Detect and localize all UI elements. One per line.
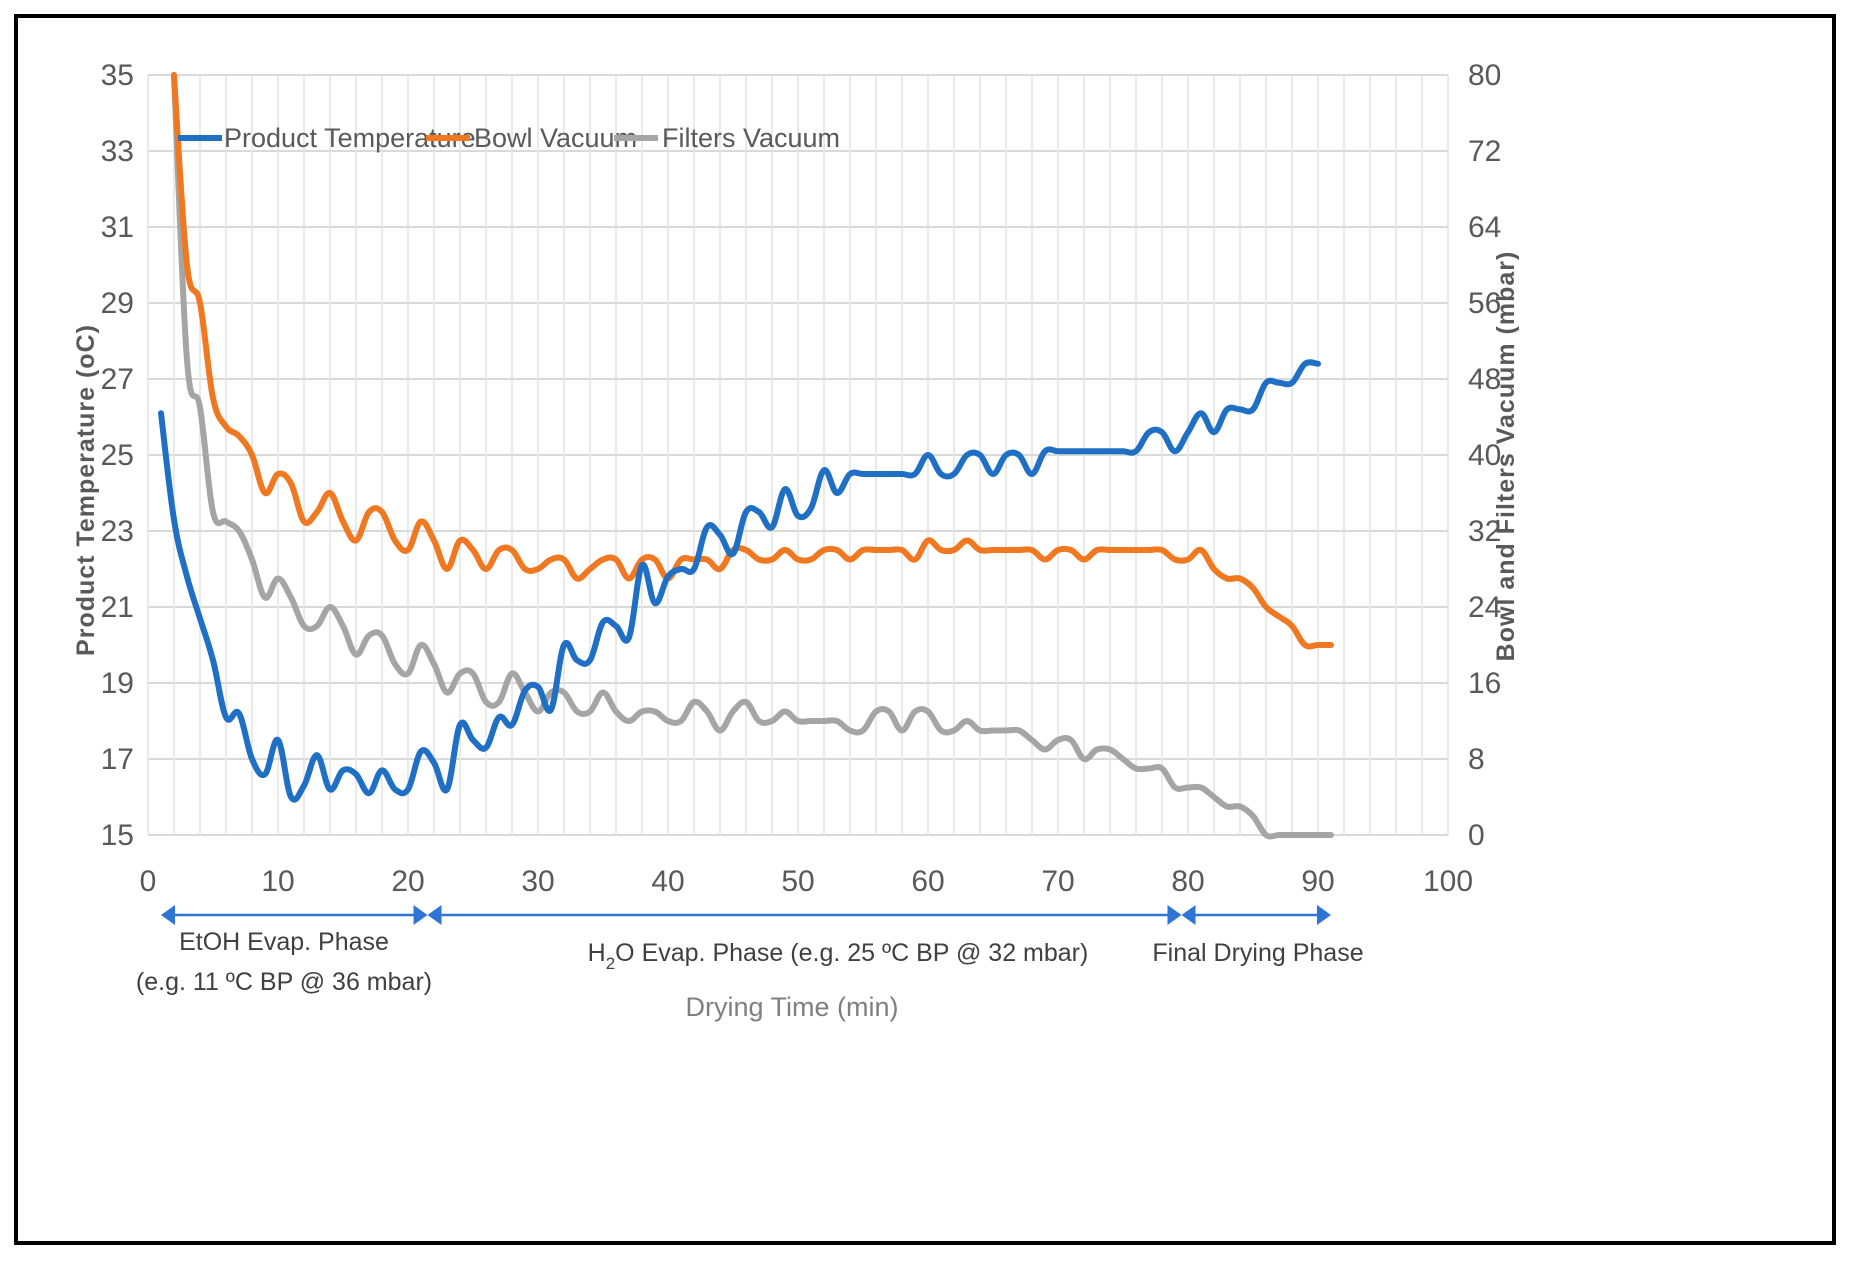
x-tick-label: 50	[781, 865, 814, 898]
y2-tick-label: 72	[1468, 135, 1501, 168]
y-tick-label: 21	[101, 591, 134, 624]
phase-arrowhead-left	[1181, 905, 1196, 925]
gridlines	[147, 74, 1449, 836]
y-tick-label: 27	[101, 363, 134, 396]
x-tick-label: 0	[140, 865, 157, 898]
legend-label-filters-vacuum: Filters Vacuum	[662, 123, 840, 153]
y-tick-label: 19	[101, 667, 134, 700]
series-line-filters-vacuum	[171, 72, 1334, 840]
y-tick-label: 17	[101, 743, 134, 776]
x-tick-label: 60	[911, 865, 944, 898]
y2-tick-label: 16	[1468, 667, 1501, 700]
x-tick-label: 80	[1171, 865, 1204, 898]
y2-tick-label: 48	[1468, 363, 1501, 396]
x-tick-label: 10	[261, 865, 294, 898]
y2-axis-title: Bowl and Filters Vacuum (mbar)	[1492, 251, 1520, 662]
y2-tick-label: 56	[1468, 287, 1501, 320]
y2-tick-label: 8	[1468, 743, 1485, 776]
phase-arrowhead-right	[1167, 905, 1182, 925]
series-line-bowl-vacuum	[171, 72, 1334, 650]
y2-tick-label: 80	[1468, 59, 1501, 92]
phase-h2o-label-h: H	[588, 939, 606, 967]
axes: Product Temperature (oC) Bowl and Filter…	[72, 59, 1520, 1022]
y-axis-title: Product Temperature (oC)	[72, 324, 100, 656]
phase-arrowhead-left	[427, 905, 442, 925]
y-tick-label: 33	[101, 135, 134, 168]
phase-arrowhead-right	[413, 905, 428, 925]
x-tick-label: 70	[1041, 865, 1074, 898]
phase-arrowhead-left	[161, 905, 175, 925]
phase-etoh-label-1: EtOH Evap. Phase	[179, 928, 389, 956]
phase-final-label: Final Drying Phase	[1152, 939, 1363, 967]
phase-annotations: EtOH Evap. Phase (e.g. 11 ºC BP @ 36 mba…	[136, 905, 1364, 996]
x-tick-label: 90	[1301, 865, 1334, 898]
series-line-product-temperature	[158, 359, 1321, 803]
legend: Product Temperature Bowl Vacuum Filters …	[178, 123, 840, 153]
x-tick-label: 100	[1423, 865, 1473, 898]
x-axis-title: Drying Time (min)	[685, 992, 898, 1022]
chart: Product Temperature (oC) Bowl and Filter…	[72, 59, 1520, 1022]
y-tick-label: 23	[101, 515, 134, 548]
y2-tick-label: 32	[1468, 515, 1501, 548]
phase-arrowhead-right	[1317, 905, 1331, 925]
y-tick-label: 15	[101, 819, 134, 852]
chart-frame: Product Temperature (oC) Bowl and Filter…	[14, 14, 1836, 1245]
phase-h2o-label-rest: O Evap. Phase (e.g. 25 ºC BP @ 32 mbar)	[615, 939, 1088, 967]
y2-tick-label: 24	[1468, 591, 1501, 624]
y2-tick-label: 0	[1468, 819, 1485, 852]
y-tick-label: 25	[101, 439, 134, 472]
phase-h2o-label-sub: 2	[606, 954, 615, 973]
legend-item-bowl-vacuum: Bowl Vacuum	[426, 123, 637, 153]
x-tick-label: 30	[521, 865, 554, 898]
phase-h2o-label: H2O Evap. Phase (e.g. 25 ºC BP @ 32 mbar…	[588, 939, 1089, 973]
x-tick-label: 20	[391, 865, 424, 898]
series-lines	[158, 72, 1334, 840]
y-tick-label: 31	[101, 211, 134, 244]
legend-label-bowl-vacuum: Bowl Vacuum	[474, 123, 637, 153]
x-tick-label: 40	[651, 865, 684, 898]
y-tick-label: 35	[101, 59, 134, 92]
phase-etoh-label-2: (e.g. 11 ºC BP @ 36 mbar)	[136, 968, 432, 996]
legend-item-filters-vacuum: Filters Vacuum	[614, 123, 840, 153]
y2-tick-label: 64	[1468, 211, 1501, 244]
y2-tick-label: 40	[1468, 439, 1501, 472]
y-tick-label: 29	[101, 287, 134, 320]
